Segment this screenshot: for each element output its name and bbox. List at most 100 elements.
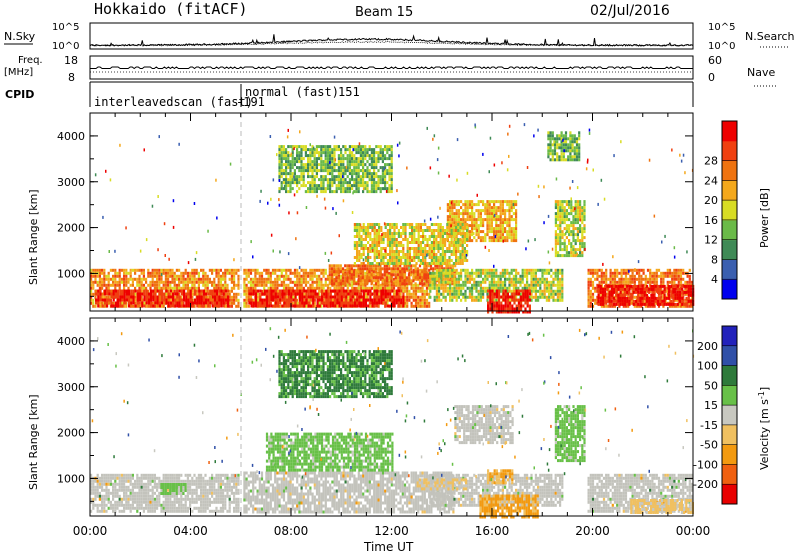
- power-cell: [335, 286, 338, 290]
- power-cell: [490, 206, 493, 210]
- power-cell: [371, 226, 374, 229]
- power-cell: [206, 289, 209, 293]
- power-cell: [425, 267, 428, 271]
- power-cell: [400, 298, 403, 302]
- power-cell: [528, 310, 531, 314]
- power-cell: [315, 274, 319, 278]
- power-cell: [655, 271, 658, 275]
- power-cell: [128, 292, 131, 296]
- power-cell: [268, 304, 271, 308]
- power-cell: [202, 268, 205, 272]
- power-cell: [438, 264, 441, 268]
- power-cell: [278, 277, 281, 281]
- power-cell: [384, 286, 387, 290]
- power-cell: [108, 298, 111, 302]
- power-cell: [260, 274, 264, 278]
- power-cell: [500, 304, 503, 308]
- power-cell: [504, 277, 507, 281]
- power-cell: [628, 287, 631, 291]
- power-cell: [204, 280, 207, 284]
- power-cell: [442, 283, 445, 287]
- power-cell: [459, 259, 462, 262]
- power-cell: [402, 229, 405, 232]
- power-cell: [172, 292, 175, 296]
- power-cell: [125, 301, 128, 305]
- power-cell: [660, 292, 663, 296]
- power-cell: [455, 298, 458, 302]
- power-cell: [377, 267, 380, 271]
- power-cell: [517, 307, 520, 311]
- power-cell: [337, 276, 340, 280]
- power-cell: [359, 286, 363, 290]
- power-cell: [338, 298, 341, 302]
- power-cell: [399, 267, 402, 271]
- power-cell: [449, 221, 452, 225]
- power-cell: [455, 295, 458, 299]
- power-cell: [169, 301, 172, 305]
- power-cell: [671, 271, 674, 275]
- power-cell: [307, 286, 310, 290]
- power-cell: [402, 238, 405, 241]
- power-cell: [391, 226, 394, 229]
- power-cell: [333, 267, 336, 271]
- power-cell: [233, 271, 236, 275]
- power-cell: [125, 304, 128, 308]
- power-cell: [615, 287, 618, 291]
- power-cell: [621, 302, 624, 306]
- power-cell: [401, 276, 404, 280]
- power-cell: [501, 203, 504, 207]
- power-cell: [482, 230, 485, 234]
- power-cell: [672, 299, 675, 303]
- power-cell: [449, 233, 452, 237]
- power-cell: [466, 271, 469, 275]
- power-cell: [626, 302, 629, 306]
- power-cell: [689, 287, 693, 291]
- power-cell: [373, 223, 376, 226]
- power-cell: [444, 283, 447, 287]
- power-cell: [243, 283, 246, 287]
- power-cell: [464, 221, 467, 225]
- power-cell: [601, 290, 605, 294]
- power-cell: [145, 301, 148, 305]
- power-cell: [230, 298, 233, 302]
- power-cell: [477, 280, 480, 284]
- power-cell: [557, 215, 560, 219]
- power-cell: [260, 277, 264, 281]
- power-cell: [459, 250, 462, 253]
- power-cell: [263, 292, 266, 296]
- power-cell: [399, 279, 402, 283]
- power-cell: [679, 301, 683, 305]
- power-cell: [413, 229, 416, 232]
- power-cell: [602, 271, 606, 275]
- power-cell: [539, 280, 542, 284]
- power-cell: [348, 279, 351, 283]
- power-cell: [486, 218, 489, 222]
- power-cell: [156, 277, 159, 281]
- power-cell: [473, 215, 476, 219]
- power-cell: [510, 271, 513, 275]
- power-cell: [561, 271, 564, 275]
- power-cell: [222, 283, 225, 287]
- power-cell: [250, 292, 253, 296]
- power-cell: [217, 271, 220, 275]
- power-cell: [495, 221, 498, 225]
- power-cell: [278, 274, 281, 278]
- power-cell: [156, 289, 159, 293]
- power-cell: [495, 295, 498, 299]
- power-cell: [674, 296, 677, 300]
- power-cell: [311, 271, 314, 275]
- power-cell: [342, 304, 346, 308]
- power-cell: [442, 268, 445, 272]
- power-cell: [442, 289, 445, 293]
- power-cell: [522, 292, 525, 296]
- power-cell: [352, 270, 356, 274]
- power-cell: [228, 268, 231, 272]
- power-cell: [353, 247, 356, 250]
- power-cell: [596, 289, 599, 293]
- power-cell: [316, 292, 319, 296]
- power-cell: [473, 203, 476, 207]
- power-cell: [389, 295, 392, 299]
- power-cell: [372, 276, 375, 280]
- power-cell: [353, 223, 356, 226]
- power-cell: [92, 274, 95, 278]
